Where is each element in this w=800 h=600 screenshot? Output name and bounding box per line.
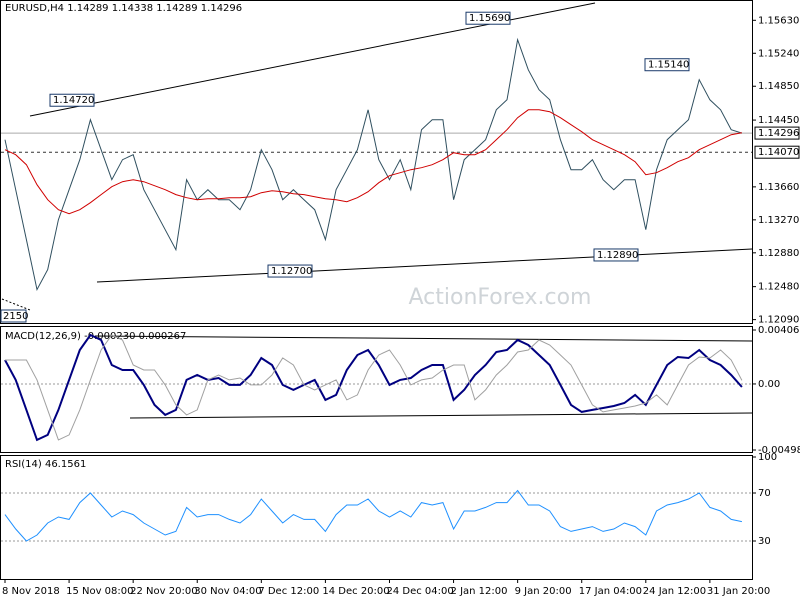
x-tick-label: 2 Jan 12:00 — [451, 586, 508, 597]
y-tick-label: 0.004069 — [758, 325, 800, 336]
y-tick-label: 30 — [758, 536, 771, 547]
y-tick-label: 70 — [758, 488, 771, 499]
y-tick-label: 1.14850 — [758, 81, 799, 92]
y-tick-label: 1.12480 — [758, 282, 799, 293]
annotation-box — [267, 264, 313, 278]
annotation-label: 1.12700 — [271, 266, 312, 277]
annotation-label: 1.14720 — [53, 95, 94, 106]
trend-line — [129, 412, 753, 419]
annotation-box — [465, 11, 511, 25]
price-box-label: 1.14296 — [758, 128, 799, 139]
annotation-label: 1.15140 — [648, 60, 689, 71]
rsi-frame — [0, 455, 753, 580]
annotation-box — [0, 309, 27, 323]
trend-line — [1, 298, 31, 311]
annotation-box — [593, 248, 639, 262]
annotation-label: 1.12890 — [597, 250, 638, 261]
annotation-box — [644, 58, 690, 72]
series-line — [4, 109, 742, 215]
price-box-label: 1.14070 — [758, 147, 799, 158]
x-tick-label: 31 Jan 20:00 — [707, 586, 770, 597]
macd-frame — [0, 326, 753, 453]
series-line — [4, 37, 743, 292]
x-tick-label: 24 Dec 04:00 — [386, 586, 453, 597]
x-tick-label: 17 Jan 04:00 — [579, 586, 642, 597]
x-tick-label: 24 Jan 12:00 — [643, 586, 706, 597]
y-tick-label: -0.004981 — [758, 445, 800, 456]
x-tick-label: 8 Nov 2018 — [2, 586, 60, 597]
annotation-label: 2150 — [3, 311, 28, 322]
annotation-label: 1.15690 — [469, 13, 510, 24]
series-line — [4, 489, 743, 542]
price-box — [754, 126, 800, 140]
y-tick-label: 0.00 — [758, 379, 780, 390]
series-line — [5, 334, 743, 441]
y-tick-label: 1.12090 — [758, 315, 799, 326]
y-tick-label: 1.12880 — [758, 248, 799, 259]
panel-title: RSI(14) 46.1561 — [5, 459, 86, 470]
x-tick-label: 7 Dec 12:00 — [258, 586, 319, 597]
y-tick-label: 1.13660 — [758, 182, 799, 193]
trend-line — [96, 248, 753, 283]
x-tick-label: 15 Nov 08:00 — [66, 586, 133, 597]
x-tick-label: 14 Dec 20:00 — [322, 586, 389, 597]
x-tick-label: 22 Nov 20:00 — [130, 586, 197, 597]
x-tick-label: 9 Jan 20:00 — [515, 586, 572, 597]
annotation-box — [49, 93, 95, 107]
chart-title: EURUSD,H4 1.14289 1.14338 1.14289 1.1429… — [5, 3, 242, 14]
y-tick-label: 1.15240 — [758, 48, 799, 59]
series-line — [4, 333, 743, 442]
watermark: ActionForex.com — [409, 285, 592, 310]
y-tick-label: 1.13270 — [758, 215, 799, 226]
y-tick-label: 100 — [758, 452, 777, 463]
price-frame — [0, 0, 753, 324]
price-box — [754, 145, 800, 159]
trend-line — [94, 335, 753, 342]
y-tick-label: 1.14450 — [758, 115, 799, 126]
x-tick-label: 30 Nov 04:00 — [194, 586, 261, 597]
y-tick-label: 1.15630 — [758, 15, 799, 26]
